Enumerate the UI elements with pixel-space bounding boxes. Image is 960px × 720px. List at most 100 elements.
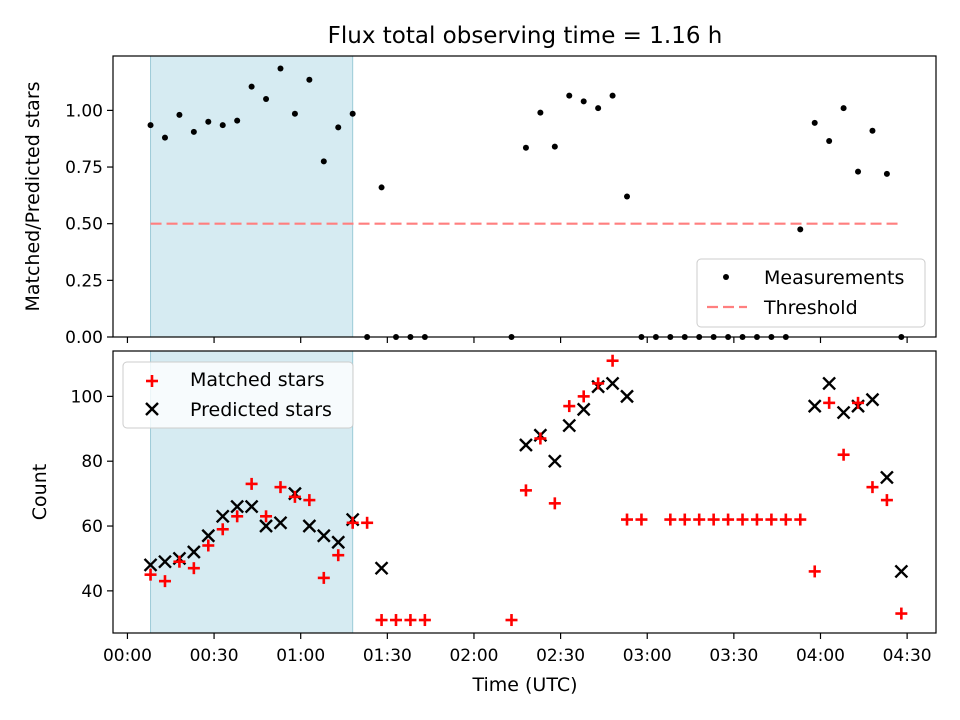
bottom-x-tick-label: 03:30 [709, 646, 758, 666]
top-shaded-region [150, 55, 354, 338]
predicted-star-point [302, 519, 317, 533]
top-y-axis-ticks: 0.00 0.25 0.50 0.75 1.00 [65, 101, 113, 348]
measurement-point [176, 111, 183, 118]
measurement-point [277, 65, 284, 72]
predicted-star-point [230, 499, 245, 514]
measurement-point [580, 98, 587, 105]
matched-star-point [202, 539, 215, 552]
matched-star-point [173, 555, 186, 568]
matched-star-point [389, 614, 402, 627]
bottom-x-tick-label: 01:00 [276, 646, 325, 666]
matched-star-point [779, 513, 792, 526]
matched-star-point [158, 575, 171, 588]
legend-matched-marker [146, 375, 158, 387]
predicted-star-point [158, 554, 172, 569]
top-panel: 0.00 0.25 0.50 0.75 1.00 Matched/Predicted s… [22, 55, 937, 348]
measurement-point [234, 117, 241, 124]
matched-star-point [895, 607, 908, 620]
matched-star-point [794, 513, 807, 526]
measurement-point [219, 122, 226, 129]
bottom-y-tick-label: 60 [81, 517, 103, 537]
top-y-tick-label: 1.00 [65, 101, 103, 121]
top-y-tick-label: 0.50 [65, 215, 103, 235]
predicted-star-point [273, 515, 288, 530]
measurement-point [826, 137, 833, 144]
matched-star-point [750, 513, 763, 526]
matched-star-point [592, 377, 605, 390]
predicted-star-point [562, 418, 577, 433]
bottom-y-tick-label: 80 [81, 452, 103, 472]
predicted-star-point [143, 558, 158, 572]
measurement-point [840, 105, 847, 112]
predicted-star-point [519, 438, 533, 452]
measurement-point [811, 119, 818, 126]
measurement-point [349, 110, 356, 117]
matched-star-point [187, 562, 200, 575]
matched-star-point [563, 400, 576, 413]
top-axes-frame [112, 55, 937, 338]
matched-star-point [144, 568, 157, 581]
top-x-axis-ticks [126, 337, 908, 343]
matched-star-point [231, 510, 244, 523]
measurement-point [190, 128, 197, 135]
measurement-point [869, 127, 876, 134]
measurement-point [537, 109, 544, 116]
top-y-tick-label: 0.00 [65, 328, 103, 348]
matched-star-point [375, 614, 388, 627]
matched-star-point [635, 513, 648, 526]
measurement-point [320, 158, 327, 165]
measurement-point [205, 118, 212, 125]
matched-star-point [621, 513, 634, 526]
predicted-star-point [807, 399, 822, 413]
matched-star-point [823, 396, 836, 409]
predicted-star-point [215, 509, 230, 524]
predicted-star-point [201, 528, 216, 543]
predicted-star-point [822, 376, 837, 391]
matched-star-point [880, 494, 893, 507]
matched-star-point [534, 432, 547, 445]
predicted-star-point [836, 405, 851, 420]
bottom-x-tick-label: 02:30 [536, 646, 585, 666]
matched-star-point [707, 513, 720, 526]
matched-star-point [418, 614, 431, 627]
matched-star-point [317, 571, 330, 584]
matched-star-point [216, 523, 229, 536]
matched-star-point [332, 549, 345, 562]
bottom-y-tick-label: 100 [71, 387, 103, 407]
predicted-star-point [187, 545, 201, 559]
measurement-point [147, 122, 154, 129]
matched-star-point [664, 513, 677, 526]
matched-star-point [866, 481, 879, 494]
measurement-point [306, 76, 313, 83]
bottom-legend-box [122, 361, 354, 429]
bottom-x-tick-label: 04:30 [883, 646, 932, 666]
bottom-x-tick-label: 03:00 [623, 646, 672, 666]
legend-measurements-marker [723, 274, 729, 280]
bottom-panel: 40 60 80 100 00:00 00:30 01:00 01:30 02:00 02:30… [29, 350, 937, 696]
bottom-x-tick-label: 00:30 [190, 646, 239, 666]
matched-star-point [505, 614, 518, 627]
matched-star-point [577, 390, 590, 403]
matched-star-point [837, 448, 850, 461]
measurement-point [609, 92, 616, 99]
measurement-point [566, 92, 573, 99]
matched-star-point [274, 481, 287, 494]
predicted-star-point [374, 561, 389, 576]
legend-threshold-label: Threshold [763, 297, 858, 319]
matched-star-point [245, 477, 258, 490]
matched-star-point [852, 396, 865, 409]
matched-star-point [693, 513, 706, 526]
matched-star-point [404, 614, 417, 627]
measurement-point [161, 134, 168, 141]
measurement-point [797, 226, 804, 233]
chart-title: Flux total observing time = 1.16 h [328, 23, 723, 49]
bottom-x-tick-label: 00:00 [103, 646, 152, 666]
predicted-star-point [259, 519, 273, 533]
matched-star-point [303, 494, 316, 507]
legend-predicted-marker [145, 402, 159, 416]
legend-matched-label: Matched stars [190, 369, 324, 391]
count-points [143, 354, 909, 627]
bottom-y-axis-label: Count [29, 464, 51, 520]
measurement-point [551, 143, 558, 150]
